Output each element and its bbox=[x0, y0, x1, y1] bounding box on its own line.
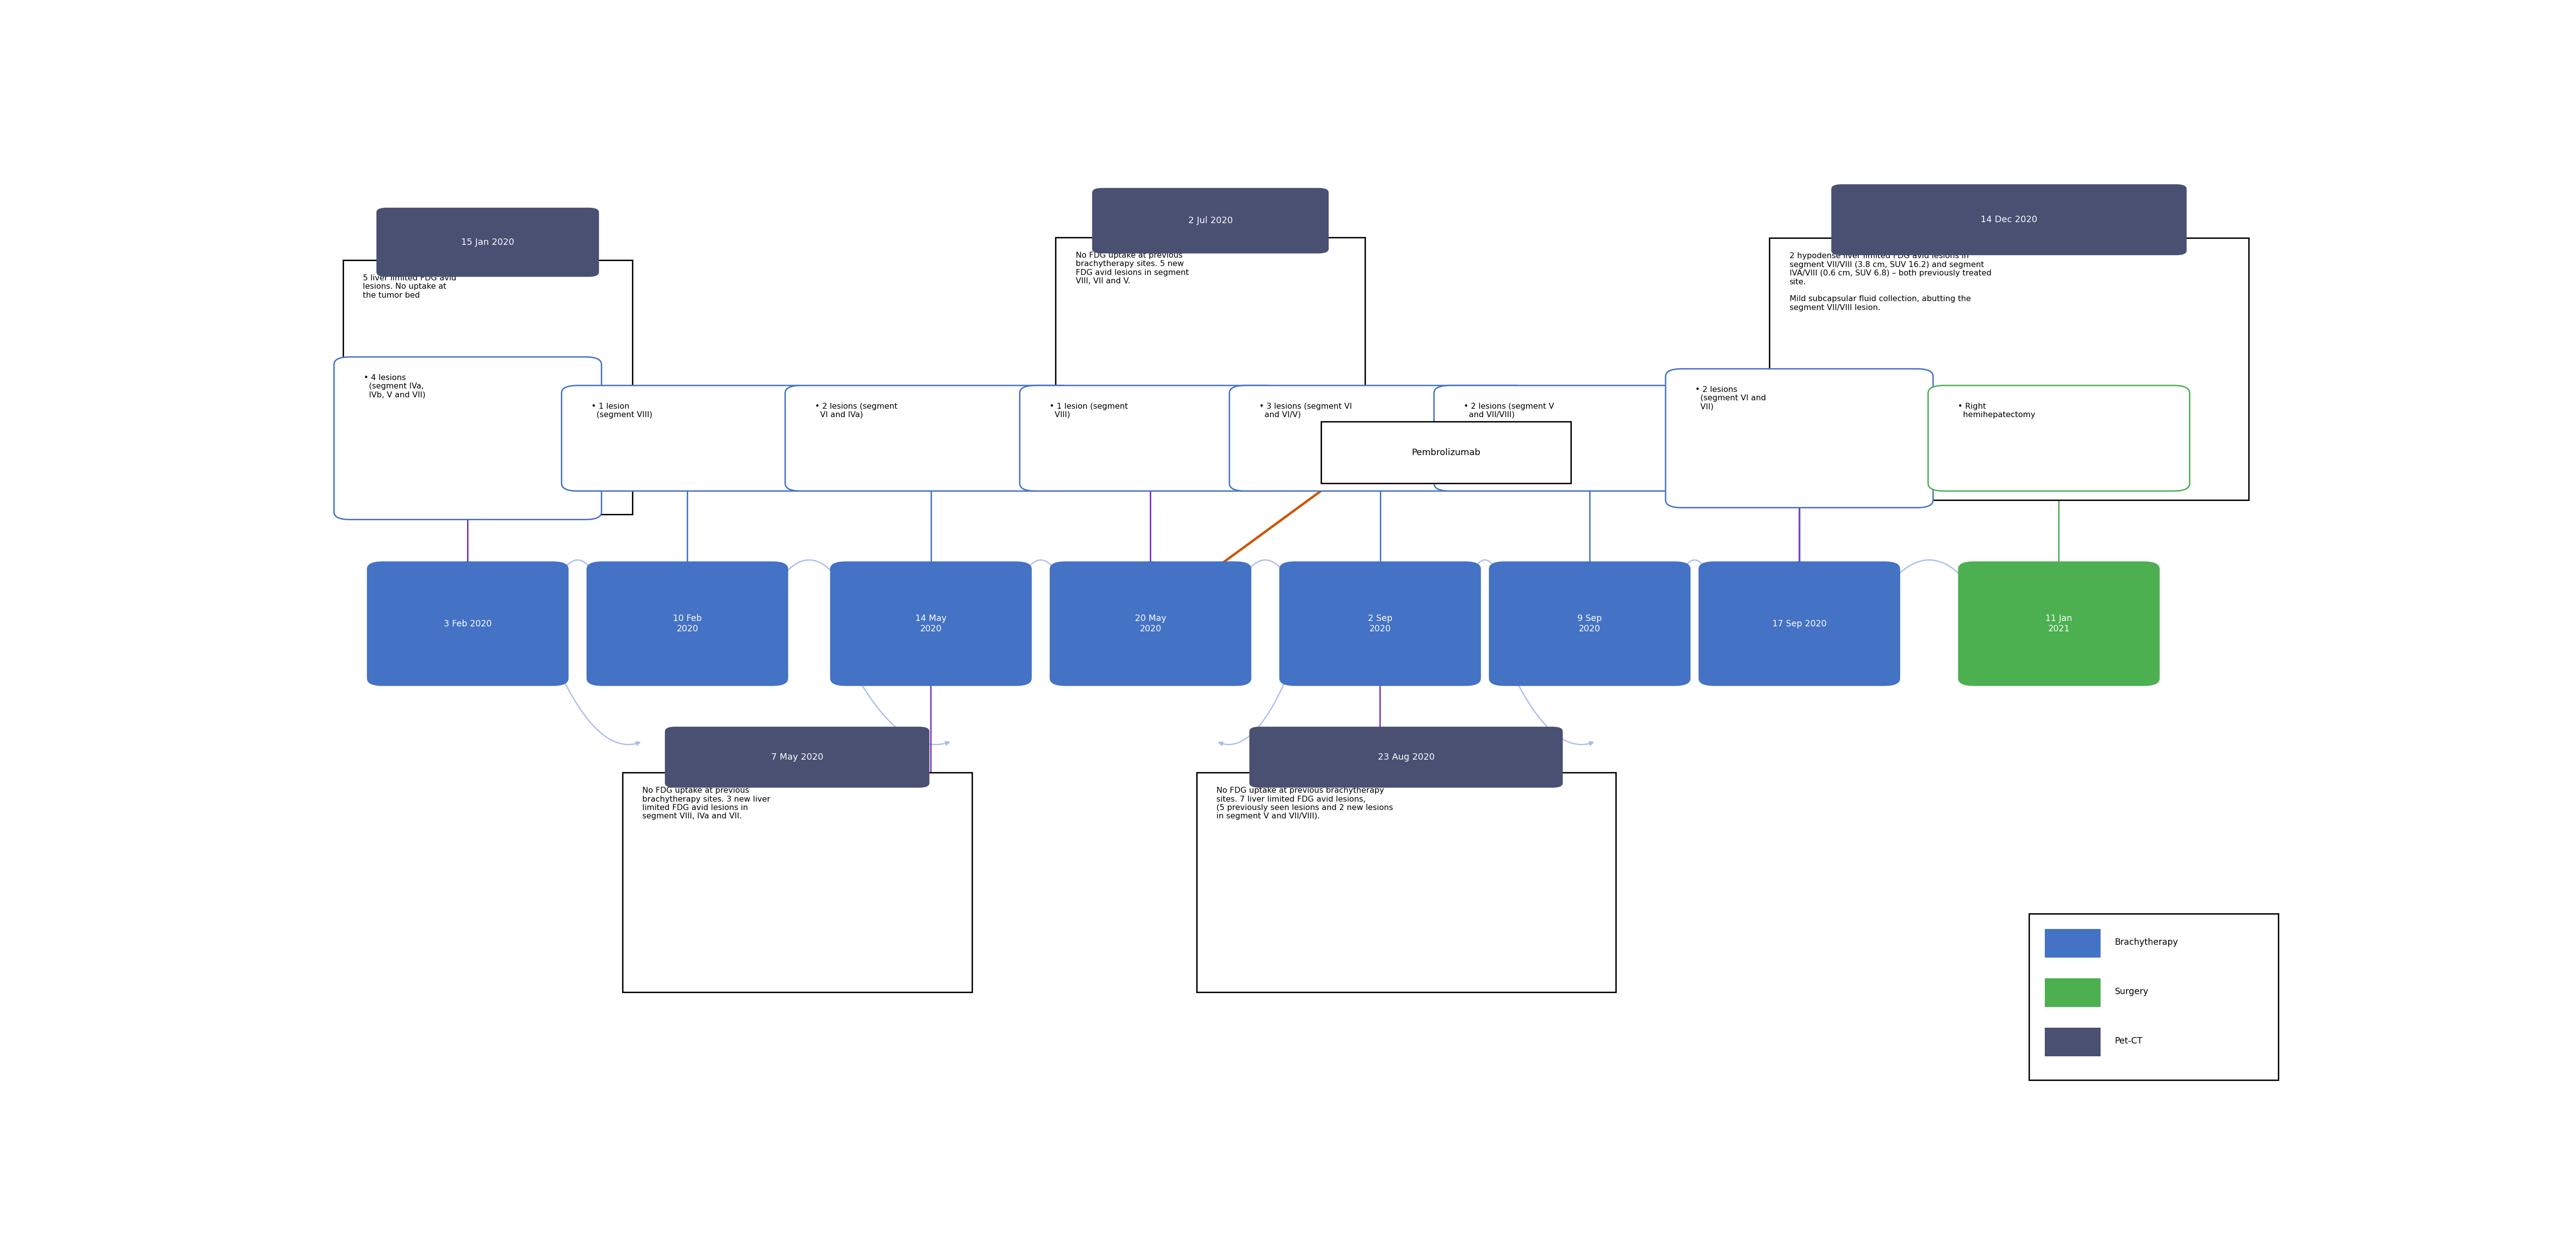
Text: • 2 lesions (segment
  VI and IVa): • 2 lesions (segment VI and IVa) bbox=[814, 403, 896, 419]
FancyBboxPatch shape bbox=[335, 357, 603, 520]
FancyBboxPatch shape bbox=[1229, 385, 1530, 492]
Text: 9 Sep
2020: 9 Sep 2020 bbox=[1577, 614, 1602, 634]
Text: No FDG uptake at previous
brachytherapy sites. 3 new liver
limited FDG avid lesi: No FDG uptake at previous brachytherapy … bbox=[641, 787, 770, 820]
Text: • 3 lesions (segment VI
  and VI/V): • 3 lesions (segment VI and VI/V) bbox=[1260, 403, 1352, 419]
Text: 20 May
2020: 20 May 2020 bbox=[1136, 614, 1167, 634]
FancyBboxPatch shape bbox=[1698, 562, 1901, 685]
Text: Pembrolizumab: Pembrolizumab bbox=[1412, 448, 1481, 457]
Text: Brachytherapy: Brachytherapy bbox=[2115, 937, 2179, 947]
FancyBboxPatch shape bbox=[366, 562, 569, 685]
Text: 11 Jan
2021: 11 Jan 2021 bbox=[2045, 614, 2071, 634]
FancyBboxPatch shape bbox=[1667, 369, 1932, 508]
Text: Surgery: Surgery bbox=[2115, 987, 2148, 997]
Text: No FDG uptake at previous brachytherapy
sites. 7 liver limited FDG avid lesions,: No FDG uptake at previous brachytherapy … bbox=[1216, 787, 1394, 820]
FancyBboxPatch shape bbox=[1249, 726, 1564, 788]
FancyBboxPatch shape bbox=[1770, 238, 2249, 500]
Text: • 2 lesions
  (segment VI and
  VII): • 2 lesions (segment VI and VII) bbox=[1695, 385, 1767, 410]
FancyBboxPatch shape bbox=[1832, 184, 2187, 256]
Text: 7 May 2020: 7 May 2020 bbox=[770, 753, 824, 762]
FancyBboxPatch shape bbox=[587, 562, 788, 685]
Text: 15 Jan 2020: 15 Jan 2020 bbox=[461, 238, 515, 247]
Text: 3 Feb 2020: 3 Feb 2020 bbox=[443, 619, 492, 629]
Text: 2 hypodense liver limited FDG avid lesions in
segment VII/VIII (3.8 cm, SUV 16.2: 2 hypodense liver limited FDG avid lesio… bbox=[1790, 252, 1991, 311]
FancyBboxPatch shape bbox=[376, 207, 600, 277]
FancyBboxPatch shape bbox=[1020, 385, 1280, 492]
Text: 17 Sep 2020: 17 Sep 2020 bbox=[1772, 619, 1826, 629]
Text: No FDG uptake at previous
brachytherapy sites. 5 new
FDG avid lesions in segment: No FDG uptake at previous brachytherapy … bbox=[1077, 252, 1188, 285]
FancyBboxPatch shape bbox=[1489, 562, 1690, 685]
FancyBboxPatch shape bbox=[1092, 188, 1329, 253]
FancyBboxPatch shape bbox=[343, 261, 634, 514]
Text: 14 Dec 2020: 14 Dec 2020 bbox=[1981, 215, 2038, 225]
FancyBboxPatch shape bbox=[2030, 914, 2280, 1081]
FancyBboxPatch shape bbox=[1927, 385, 2190, 492]
Text: 14 May
2020: 14 May 2020 bbox=[914, 614, 945, 634]
FancyBboxPatch shape bbox=[562, 385, 814, 492]
Text: • Right
  hemihepatectomy: • Right hemihepatectomy bbox=[1958, 403, 2035, 419]
FancyBboxPatch shape bbox=[1958, 562, 2159, 685]
FancyBboxPatch shape bbox=[2045, 1028, 2102, 1056]
Text: • 2 lesions (segment V
  and VII/VIII): • 2 lesions (segment V and VII/VIII) bbox=[1463, 403, 1553, 419]
FancyBboxPatch shape bbox=[1056, 237, 1365, 477]
FancyBboxPatch shape bbox=[1048, 562, 1252, 685]
Text: • 1 lesion
  (segment VIII): • 1 lesion (segment VIII) bbox=[592, 403, 652, 419]
FancyBboxPatch shape bbox=[829, 562, 1033, 685]
Text: • 1 lesion (segment
  VIII): • 1 lesion (segment VIII) bbox=[1048, 403, 1128, 419]
FancyBboxPatch shape bbox=[2045, 978, 2102, 1007]
FancyBboxPatch shape bbox=[665, 726, 930, 788]
Text: 5 liver limited FDG avid
lesions. No uptake at
the tumor bed: 5 liver limited FDG avid lesions. No upt… bbox=[363, 274, 456, 299]
FancyBboxPatch shape bbox=[1280, 562, 1481, 685]
Text: 10 Feb
2020: 10 Feb 2020 bbox=[672, 614, 701, 634]
FancyBboxPatch shape bbox=[786, 385, 1077, 492]
FancyBboxPatch shape bbox=[623, 773, 971, 992]
Text: 23 Aug 2020: 23 Aug 2020 bbox=[1378, 753, 1435, 762]
FancyBboxPatch shape bbox=[1321, 421, 1571, 483]
FancyBboxPatch shape bbox=[1435, 385, 1747, 492]
Text: Pet-CT: Pet-CT bbox=[2115, 1036, 2143, 1046]
FancyBboxPatch shape bbox=[2045, 929, 2102, 957]
FancyBboxPatch shape bbox=[1195, 773, 1615, 992]
Text: • 4 lesions
  (segment IVa,
  IVb, V and VII): • 4 lesions (segment IVa, IVb, V and VII… bbox=[363, 374, 425, 399]
Text: 2 Jul 2020: 2 Jul 2020 bbox=[1188, 216, 1234, 225]
Text: 2 Sep
2020: 2 Sep 2020 bbox=[1368, 614, 1391, 634]
